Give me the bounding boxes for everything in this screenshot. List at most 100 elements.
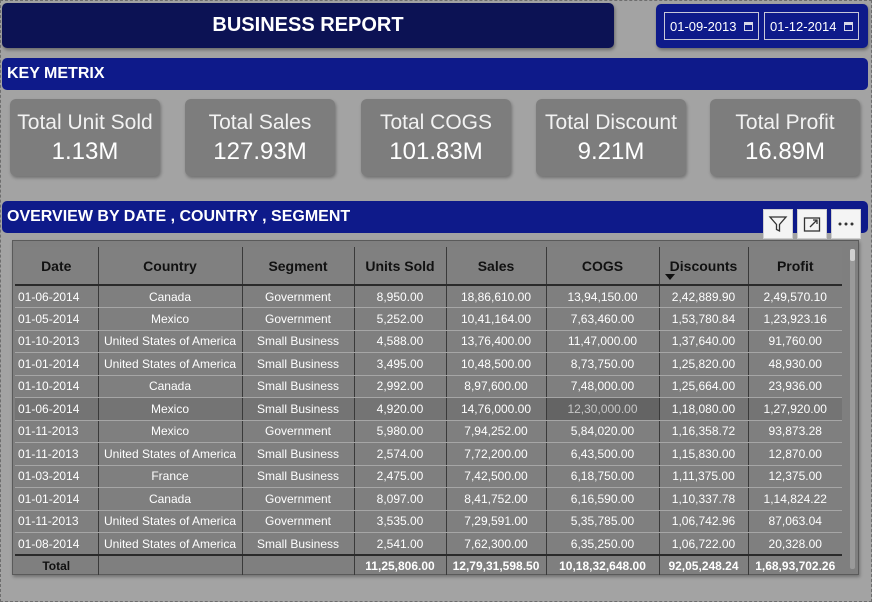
table-cell: 1,37,640.00 [659,330,749,353]
table-row[interactable]: 01-10-2013 United States of America Small … [15,330,842,353]
table-cell: 6,35,250.00 [546,532,660,556]
table-cell: 4,920.00 [354,397,447,421]
table-cell: 2,49,570.10 [748,285,842,308]
start-date-value: 01-09-2013 [670,18,737,34]
table-cell: 6,43,500.00 [546,442,660,466]
table-row[interactable]: 01-10-2014 Canada Small Business 2,992.00 8,… [15,375,842,398]
kpi-value: 127.93M [213,138,307,165]
column-header-profit[interactable]: Profit [748,247,842,286]
end-date-value: 01-12-2014 [770,18,837,34]
kpi-card-total-sales[interactable]: Total Sales 127.93M [185,99,335,176]
table-row[interactable]: 01-11-2013 United States of America Small … [15,442,842,466]
table-cell: Government [242,307,355,331]
calendar-icon[interactable] [744,22,753,31]
table-row[interactable]: 01-01-2014 Canada Government 8,097.00 8,41,7… [15,487,842,511]
scrollbar-thumb[interactable] [850,249,855,261]
table-cell: 7,48,000.00 [546,375,660,398]
table-cell: Canada [98,285,243,308]
table-row[interactable]: 01-01-2014 United States of America Small … [15,352,842,376]
total-sales: 12,79,31,598.50 [446,554,547,575]
table-cell: 8,097.00 [354,487,447,511]
table-cell: United States of America [98,510,243,533]
table-cell: Government [242,510,355,533]
total-discounts: 92,05,248.24 [659,554,749,575]
vertical-scrollbar[interactable] [850,249,855,569]
table-cell: 01-06-2014 [15,397,99,421]
table-cell: Small Business [242,397,355,421]
table-row[interactable]: 01-06-2014 Mexico Small Business 4,920.00 14… [15,397,842,421]
column-header-cogs[interactable]: COGS [546,247,660,286]
table-cell: Government [242,285,355,308]
table-row[interactable]: 01-06-2014 Canada Government 8,950.00 18,86,… [15,285,842,308]
table-cell: Government [242,420,355,443]
table-cell: 1,16,358.72 [659,420,749,443]
table-cell: 18,86,610.00 [446,285,547,308]
table-cell: 1,25,664.00 [659,375,749,398]
overview-table-visual: Date Country Segment Units Sold Sales CO… [12,240,859,575]
table-cell: 01-10-2014 [15,375,99,398]
column-header-date[interactable]: Date [15,247,99,286]
focus-mode-button[interactable] [797,209,827,239]
table-cell: 1,18,080.00 [659,397,749,421]
kpi-label: Total Sales [208,111,312,134]
kpi-card-total-cogs[interactable]: Total COGS 101.83M [361,99,511,176]
table-cell: 1,15,830.00 [659,442,749,466]
table-cell: 4,588.00 [354,330,447,353]
table-cell: 5,252.00 [354,307,447,331]
table-row[interactable]: 01-08-2014 United States of America Small … [15,532,842,556]
table-cell: 01-06-2014 [15,285,99,308]
filter-button[interactable] [763,209,793,239]
table-cell: 6,18,750.00 [546,465,660,488]
table-cell: 2,992.00 [354,375,447,398]
table-cell: 01-05-2014 [15,307,99,331]
overview-table: Date Country Segment Units Sold Sales CO… [15,247,842,575]
table-cell: Small Business [242,442,355,466]
table-cell: Mexico [98,420,243,443]
table-cell: 10,41,164.00 [446,307,547,331]
table-cell: 2,541.00 [354,532,447,556]
table-row[interactable]: 01-11-2013 United States of America Govern… [15,510,842,533]
table-cell: 7,72,200.00 [446,442,547,466]
kpi-card-total-discount[interactable]: Total Discount 9.21M [536,99,686,176]
table-cell: 6,16,590.00 [546,487,660,511]
start-date-input[interactable]: 01-09-2013 [664,12,759,40]
table-cell: 1,10,337.78 [659,487,749,511]
overview-header: OVERVIEW BY DATE , COUNTRY , SEGMENT [2,201,868,233]
table-row[interactable]: 01-11-2013 Mexico Government 5,980.00 7,94,2… [15,420,842,443]
kpi-card-total-profit[interactable]: Total Profit 16.89M [710,99,860,176]
total-empty-cell [242,554,355,575]
table-cell: Canada [98,487,243,511]
more-options-button[interactable] [831,209,861,239]
table-cell: 2,475.00 [354,465,447,488]
kpi-label: Total Discount [545,111,677,134]
focus-mode-icon [803,217,821,232]
table-cell: 2,574.00 [354,442,447,466]
table-cell: United States of America [98,352,243,376]
table-cell: 23,936.00 [748,375,842,398]
table-row[interactable]: 01-05-2014 Mexico Government 5,252.00 10,41,… [15,307,842,331]
table-cell: 48,930.00 [748,352,842,376]
column-header-country[interactable]: Country [98,247,243,286]
kpi-value: 9.21M [577,138,645,165]
total-units-sold: 11,25,806.00 [354,554,447,575]
column-header-units-sold[interactable]: Units Sold [354,247,447,286]
column-header-sales[interactable]: Sales [446,247,547,286]
table-cell: 01-10-2013 [15,330,99,353]
table-cell: 91,760.00 [748,330,842,353]
table-cell: 1,06,722.00 [659,532,749,556]
table-cell: 5,84,020.00 [546,420,660,443]
table-cell: 5,980.00 [354,420,447,443]
total-empty-cell [98,554,243,575]
table-cell: 87,063.04 [748,510,842,533]
calendar-icon[interactable] [844,22,853,31]
end-date-input[interactable]: 01-12-2014 [764,12,859,40]
kpi-card-total-unit-sold[interactable]: Total Unit Sold 1.13M [10,99,160,176]
table-cell: 1,53,780.84 [659,307,749,331]
column-header-segment[interactable]: Segment [242,247,355,286]
table-cell: 13,94,150.00 [546,285,660,308]
table-cell: 1,06,742.96 [659,510,749,533]
table-cell: Small Business [242,375,355,398]
table-row[interactable]: 01-03-2014 France Small Business 2,475.00 7,… [15,465,842,488]
key-metrics-title: KEY METRIX [7,65,105,82]
column-header-discounts[interactable]: Discounts [659,247,749,286]
